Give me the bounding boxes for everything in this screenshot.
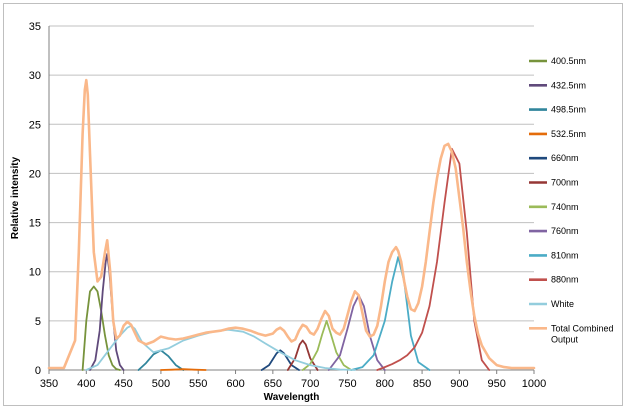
series-line-498-5nm [137, 349, 185, 371]
series-line-740nm [301, 320, 353, 371]
y-tick-label: 35 [29, 21, 41, 33]
legend-label: White [551, 299, 574, 309]
legend-item: 660nm [529, 153, 579, 163]
legend-item: 760nm [529, 226, 579, 236]
y-tick-label: 30 [29, 70, 41, 82]
axes: 0 5 10 15 20 25 30 35 350 400 450 500 550 600 650 700 75… [29, 21, 546, 390]
legend-label: 498.5nm [551, 105, 586, 115]
y-tick-label: 15 [29, 218, 41, 230]
y-tick-label: 10 [29, 267, 41, 279]
x-tick-label: 550 [189, 378, 207, 390]
legend-label: 760nm [551, 226, 579, 236]
y-tick-label: 25 [29, 119, 41, 131]
x-tick-label: 700 [301, 378, 319, 390]
legend-item: 498.5nm [529, 105, 586, 115]
legend-label: Total Combined Output [551, 323, 614, 344]
legend-label: 532.5nm [551, 129, 586, 139]
series-line-810nm [350, 256, 431, 371]
legend-item: 740nm [529, 202, 579, 212]
y-axis-title: Relative intensity [10, 156, 21, 239]
legend-item: 810nm [529, 250, 579, 260]
series-line-880nm [376, 148, 491, 371]
x-tick-label: 850 [413, 378, 431, 390]
legend-item: Total Combined Output [529, 323, 614, 344]
legend-label: 660nm [551, 153, 579, 163]
legend-item: 532.5nm [529, 129, 586, 139]
legend-label: 432.5nm [551, 80, 586, 90]
series-line-700nm [286, 339, 319, 371]
legend: 400.5nm 432.5nm 498.5nm 532.5nm 660nm 700nm 74… [529, 56, 614, 344]
x-tick-label: 900 [450, 378, 468, 390]
series-lines [47, 78, 536, 371]
legend-label: 740nm [551, 202, 579, 212]
legend-item: 400.5nm [529, 56, 586, 66]
y-tick-label: 20 [29, 168, 41, 180]
legend-label: 700nm [551, 178, 579, 188]
x-tick-label: 800 [376, 378, 394, 390]
spectrum-chart: 0 5 10 15 20 25 30 35 350 400 450 500 550 600 650 700 75… [10, 21, 614, 403]
x-tick-label: 750 [338, 378, 356, 390]
legend-label: 400.5nm [551, 56, 586, 66]
x-tick-label: 950 [488, 378, 506, 390]
x-axis-title: Wavelength [264, 392, 320, 403]
legend-item: White [529, 299, 574, 309]
series-line-532-5nm [160, 368, 207, 371]
x-tick-label: 1000 [522, 378, 546, 390]
x-tick-label: 500 [152, 378, 170, 390]
legend-item: 880nm [529, 275, 579, 285]
x-tick-label: 400 [77, 378, 95, 390]
y-tick-label: 0 [35, 365, 41, 377]
legend-item: 432.5nm [529, 80, 586, 90]
x-tick-label: 650 [264, 378, 282, 390]
legend-label: 880nm [551, 275, 579, 285]
series-line-432-5nm [89, 253, 125, 371]
series-line-total-combined-output [47, 78, 536, 370]
x-tick-label: 600 [226, 378, 244, 390]
x-tick-label: 350 [40, 378, 58, 390]
chart-frame: 0 5 10 15 20 25 30 35 350 400 450 500 550 600 650 700 75… [3, 3, 623, 406]
x-tick-label: 450 [114, 378, 132, 390]
legend-label: 810nm [551, 250, 579, 260]
legend-item: 700nm [529, 178, 579, 188]
y-tick-label: 5 [35, 316, 41, 328]
gridlines [49, 25, 534, 371]
